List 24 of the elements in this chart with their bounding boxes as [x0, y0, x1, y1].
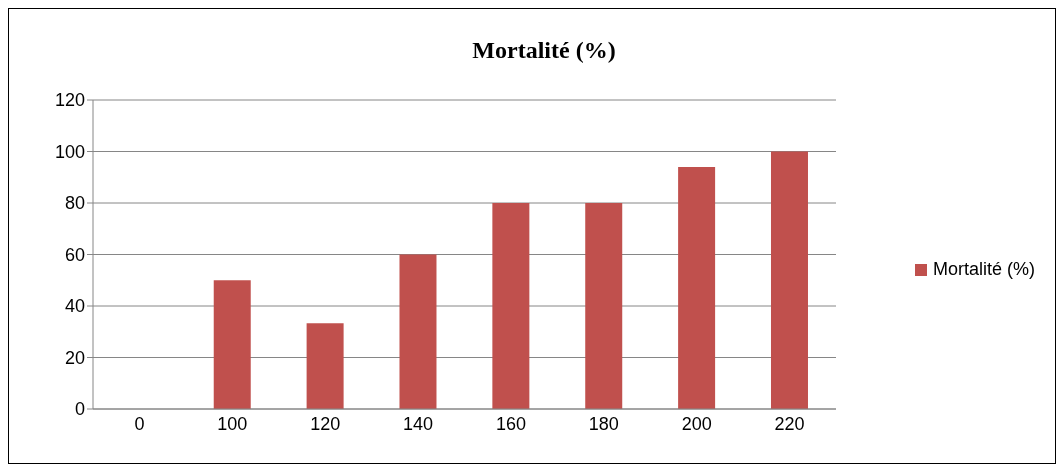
y-tick-label: 80 [64, 193, 85, 214]
x-tick-label: 100 [217, 413, 248, 434]
x-tick-label: 140 [403, 413, 434, 434]
x-tick-label: 120 [310, 413, 341, 434]
y-tick-label: 20 [64, 347, 85, 368]
chart-title: Mortalité (%) [471, 37, 617, 64]
x-tick-label: 180 [588, 413, 619, 434]
legend-label: Mortalité (%) [932, 259, 1035, 280]
x-tick-label: 200 [681, 413, 712, 434]
bar [399, 254, 437, 409]
x-tick-label: 220 [774, 413, 805, 434]
bar [770, 151, 808, 409]
y-tick-label: 100 [54, 141, 85, 162]
x-tick-label: 0 [134, 413, 145, 434]
bar [585, 203, 623, 409]
bar [492, 203, 530, 409]
y-tick-label: 0 [74, 399, 85, 420]
y-tick-label: 120 [54, 90, 85, 111]
bar [306, 323, 344, 409]
y-tick-label: 60 [64, 244, 85, 265]
bar [213, 280, 251, 409]
x-tick-label: 160 [495, 413, 526, 434]
y-tick-label: 40 [64, 296, 85, 317]
bar [678, 166, 716, 409]
